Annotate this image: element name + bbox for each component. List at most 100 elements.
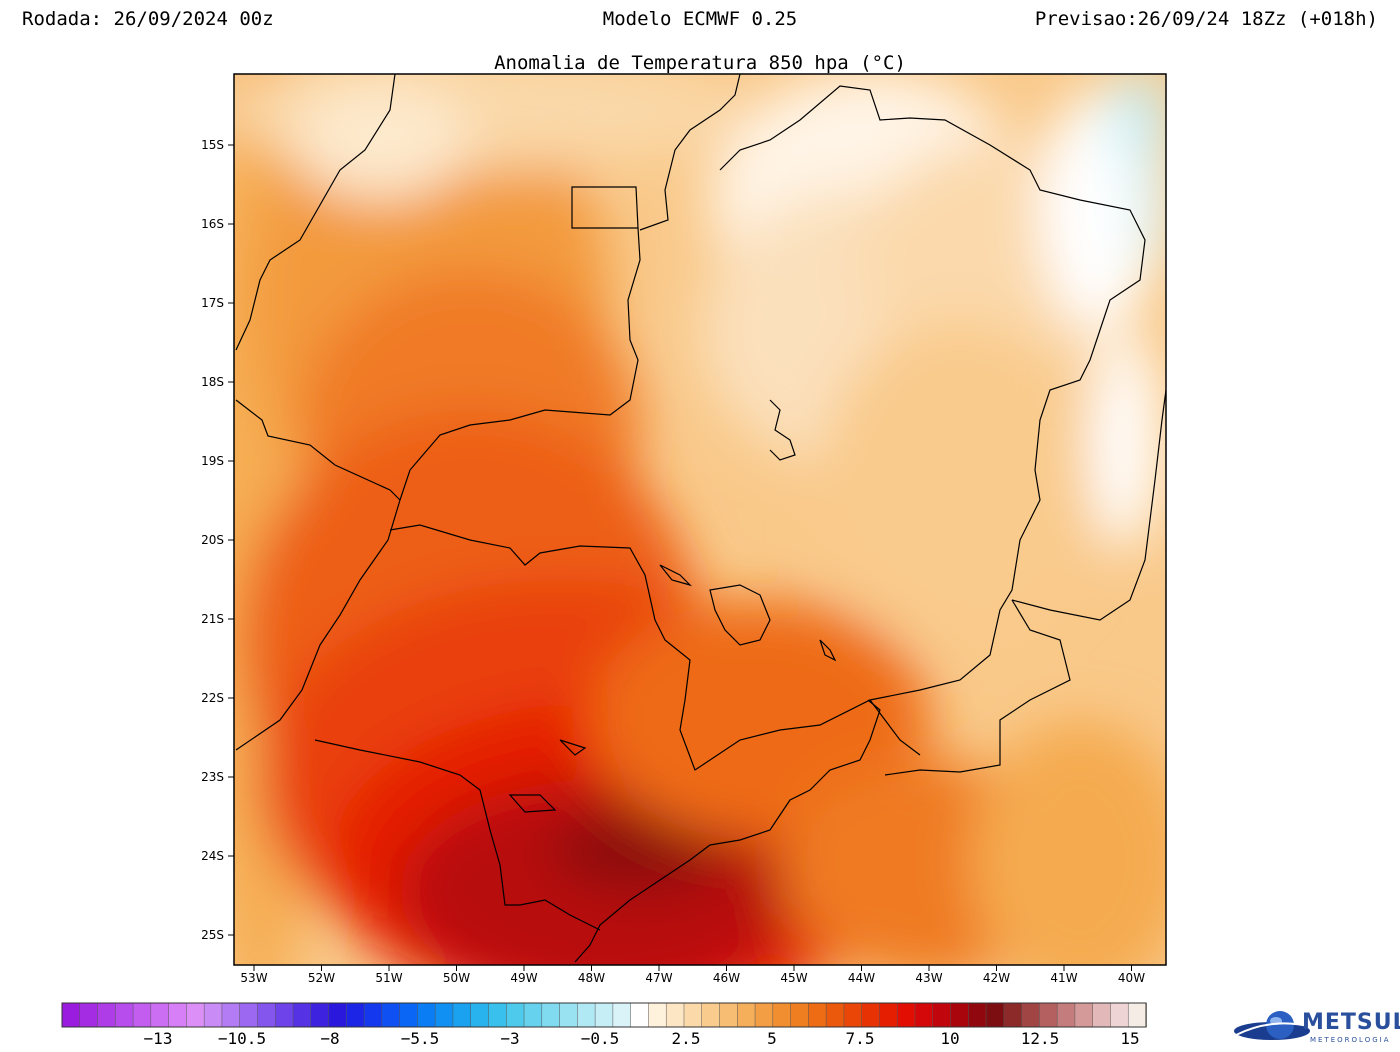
- map-frame: [233, 73, 1167, 966]
- colorbar-swatch: [541, 1002, 561, 1028]
- colorbar-swatch: [1074, 1002, 1094, 1028]
- colorbar-label: −8: [320, 1029, 339, 1048]
- colorbar-swatch: [683, 1002, 703, 1028]
- lon-label: 46W: [713, 971, 740, 985]
- colorbar-swatch: [808, 1002, 827, 1028]
- colorbar: [61, 1002, 1147, 1028]
- colorbar-labels: −13 −10.5 −8 −5.5 −3 −0.5 2.5 5 7.5 10 12.5 15: [144, 1029, 1140, 1048]
- colorbar-swatch: [648, 1002, 667, 1028]
- lat-label: 15S: [201, 138, 224, 152]
- colorbar-label: 15: [1120, 1029, 1139, 1048]
- colorbar-swatch: [506, 1002, 525, 1028]
- colorbar-swatch: [790, 1002, 810, 1028]
- colorbar-swatch: [861, 1002, 881, 1028]
- metsul-logo-icon: [1234, 1011, 1313, 1040]
- colorbar-swatch: [488, 1002, 508, 1028]
- lon-label: 52W: [308, 971, 335, 985]
- colorbar-swatch: [363, 1002, 383, 1028]
- colorbar-swatch: [346, 1002, 365, 1028]
- lon-label: 43W: [915, 971, 942, 985]
- colorbar-swatch: [1021, 1002, 1041, 1028]
- colorbar-swatch: [310, 1002, 330, 1028]
- colorbar-swatch: [719, 1002, 739, 1028]
- colorbar-swatch: [328, 1002, 348, 1028]
- anomaly-field: [234, 74, 1166, 965]
- colorbar-swatch: [417, 1002, 436, 1028]
- colorbar-swatch: [150, 1002, 170, 1028]
- colorbar-swatch: [221, 1002, 241, 1028]
- colorbar-swatch: [1039, 1002, 1058, 1028]
- lon-label: 44W: [848, 971, 875, 985]
- colorbar-swatch: [843, 1002, 863, 1028]
- colorbar-swatch: [968, 1002, 987, 1028]
- colorbar-swatch: [79, 1002, 99, 1028]
- lon-label: 50W: [443, 971, 470, 985]
- colorbar-swatch: [950, 1002, 970, 1028]
- colorbar-swatch: [115, 1002, 134, 1028]
- colorbar-swatch: [665, 1002, 685, 1028]
- colorbar-swatch: [577, 1002, 596, 1028]
- colorbar-swatch: [168, 1002, 188, 1028]
- colorbar-swatch: [896, 1002, 916, 1028]
- forecast-time-label: Previsao:26/09/24 18Zz (+018h): [1034, 8, 1378, 30]
- colorbar-swatch: [754, 1002, 774, 1028]
- colorbar-swatch: [452, 1002, 472, 1028]
- colorbar-swatch: [1127, 1002, 1147, 1028]
- lon-label: 41W: [1050, 971, 1077, 985]
- latitude-axis: 15S 16S 17S 18S 19S 20S 21S 22S 23S 24S 25S: [201, 138, 234, 942]
- longitude-axis: 53W 52W 51W 50W 49W 48W 47W 46W 45W 44W 43W 42W 41W 4…: [240, 965, 1145, 985]
- lat-label: 24S: [201, 849, 224, 863]
- lat-label: 20S: [201, 533, 224, 547]
- colorbar-swatch: [630, 1002, 650, 1028]
- model-name-label: Modelo ECMWF 0.25: [602, 8, 798, 30]
- colorbar-swatch: [1110, 1002, 1129, 1028]
- colorbar-swatch: [186, 1002, 205, 1028]
- colorbar-swatch: [470, 1002, 490, 1028]
- colorbar-swatch: [612, 1002, 632, 1028]
- lat-label: 17S: [201, 296, 224, 310]
- map-title: Anomalia de Temperatura 850 hpa (°C): [494, 52, 906, 74]
- colorbar-swatch: [399, 1002, 419, 1028]
- colorbar-swatch: [914, 1002, 934, 1028]
- colorbar-label: −3: [500, 1029, 519, 1048]
- lon-label: 45W: [780, 971, 807, 985]
- logo-name: METSUL: [1302, 1010, 1400, 1035]
- colorbar-swatch: [434, 1002, 454, 1028]
- lat-label: 18S: [201, 375, 224, 389]
- lon-label: 51W: [375, 971, 402, 985]
- colorbar-swatch: [381, 1002, 401, 1028]
- lat-label: 23S: [201, 770, 224, 784]
- state-borders: [235, 74, 1166, 963]
- lon-label: 40W: [1118, 971, 1145, 985]
- colorbar-swatch: [1056, 1002, 1076, 1028]
- colorbar-label: 7.5: [846, 1029, 875, 1048]
- colorbar-label: −10.5: [218, 1029, 266, 1048]
- run-date-label: Rodada: 26/09/2024 00z: [22, 8, 274, 30]
- colorbar-swatch: [257, 1002, 277, 1028]
- colorbar-swatch: [825, 1002, 845, 1028]
- logo-subtitle: METEOROLOGIA: [1310, 1036, 1391, 1044]
- lat-label: 21S: [201, 612, 224, 626]
- colorbar-swatch: [559, 1002, 579, 1028]
- colorbar-label: 10: [940, 1029, 959, 1048]
- colorbar-label: −5.5: [401, 1029, 440, 1048]
- colorbar-label: −0.5: [581, 1029, 620, 1048]
- lon-label: 53W: [240, 971, 267, 985]
- colorbar-swatch: [61, 1002, 81, 1028]
- colorbar-swatch: [772, 1002, 792, 1028]
- colorbar-swatch: [1003, 1002, 1023, 1028]
- colorbar-swatch: [523, 1002, 543, 1028]
- colorbar-swatch: [879, 1002, 898, 1028]
- colorbar-swatch: [737, 1002, 756, 1028]
- colorbar-swatch: [985, 1002, 1005, 1028]
- colorbar-swatch: [132, 1002, 152, 1028]
- colorbar-swatch: [292, 1002, 312, 1028]
- lon-label: 47W: [645, 971, 672, 985]
- colorbar-label: −13: [144, 1029, 173, 1048]
- colorbar-swatch: [701, 1002, 721, 1028]
- lat-label: 22S: [201, 691, 224, 705]
- lon-label: 48W: [578, 971, 605, 985]
- lon-label: 49W: [510, 971, 537, 985]
- colorbar-label: 12.5: [1021, 1029, 1060, 1048]
